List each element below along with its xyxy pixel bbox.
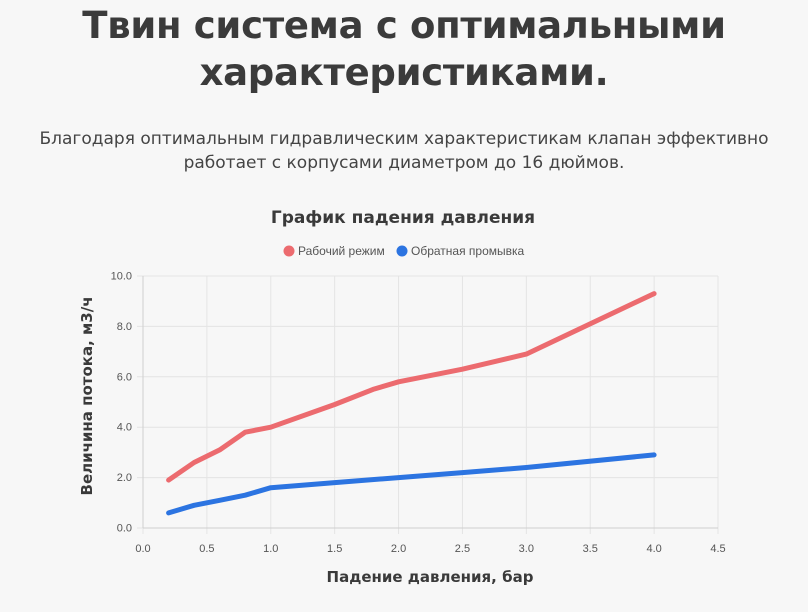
chart-ticks: 0.0 0.5 1.0 1.5 2.0 2.5 3.0 3.5 4.0 4.5 0.0 2.0 4.0 6…: [111, 271, 726, 556]
series-line-2: [166, 452, 657, 516]
legend-label-series-2[interactable]: Обратная промывка: [411, 244, 525, 258]
data-point-series-2[interactable]: [218, 498, 222, 502]
page-title-line-2: характеристиками.: [199, 51, 609, 94]
page-description: Благодаря оптимальным гидравлическим хар…: [0, 127, 808, 175]
y-tick-label: 8.0: [117, 321, 132, 333]
page-title-line-1: Твин система с оптимальными: [82, 4, 726, 47]
data-point-series-2[interactable]: [524, 466, 528, 470]
data-point-series-1[interactable]: [460, 367, 464, 371]
x-tick-label: 0.0: [135, 543, 150, 555]
page-description-line-2: работает с корпусами диаметром до 16 дюй…: [183, 153, 625, 173]
x-tick-label: 3.5: [583, 543, 598, 555]
y-tick-label: 6.0: [117, 371, 132, 383]
y-tick-label: 4.0: [117, 422, 132, 434]
legend-label-series-1[interactable]: Рабочий режим: [298, 244, 385, 258]
data-point-series-2[interactable]: [269, 486, 273, 490]
x-tick-label: 0.5: [199, 543, 214, 555]
chart-legend: Рабочий режим Обратная промывка: [283, 244, 525, 258]
page-title: Твин система с оптимальными характеристи…: [0, 2, 808, 96]
data-point-series-1[interactable]: [167, 478, 171, 482]
legend-marker-series-2: [396, 245, 408, 257]
x-axis-title: Падение давления, бар: [327, 568, 534, 586]
data-point-series-1[interactable]: [192, 460, 196, 464]
chart-title: График падения давления: [271, 208, 535, 228]
data-point-series-2[interactable]: [243, 493, 247, 497]
x-tick-label: 3.0: [519, 543, 534, 555]
y-tick-label: 0.0: [117, 523, 132, 535]
y-axis-title: Величина потока, м3/ч: [78, 297, 96, 496]
x-tick-label: 2.5: [455, 543, 470, 555]
y-tick-label: 10.0: [111, 271, 132, 283]
x-tick-label: 1.0: [263, 543, 278, 555]
data-point-series-2[interactable]: [397, 476, 401, 480]
data-point-series-2[interactable]: [652, 453, 656, 457]
data-point-series-2[interactable]: [460, 471, 464, 475]
data-point-series-1[interactable]: [524, 352, 528, 356]
series-line-1: [166, 291, 657, 483]
data-point-series-1[interactable]: [333, 403, 337, 407]
data-point-series-2[interactable]: [333, 481, 337, 485]
data-point-series-1[interactable]: [397, 380, 401, 384]
data-point-series-1[interactable]: [269, 425, 273, 429]
page-description-line-1: Благодаря оптимальным гидравлическим хар…: [39, 129, 769, 149]
data-point-series-1[interactable]: [218, 448, 222, 452]
x-tick-label: 4.5: [710, 543, 725, 555]
x-tick-label: 1.5: [327, 543, 342, 555]
data-point-series-1[interactable]: [243, 430, 247, 434]
chart-grid: [137, 275, 719, 534]
legend-marker-series-1: [283, 245, 295, 257]
data-point-series-1[interactable]: [652, 292, 656, 296]
data-point-series-2[interactable]: [167, 511, 171, 515]
chart-series: [166, 291, 657, 516]
data-point-series-2[interactable]: [192, 503, 196, 507]
x-tick-label: 2.0: [391, 543, 406, 555]
data-point-series-1[interactable]: [371, 387, 375, 391]
x-tick-label: 4.0: [646, 543, 661, 555]
y-tick-label: 2.0: [117, 472, 132, 484]
